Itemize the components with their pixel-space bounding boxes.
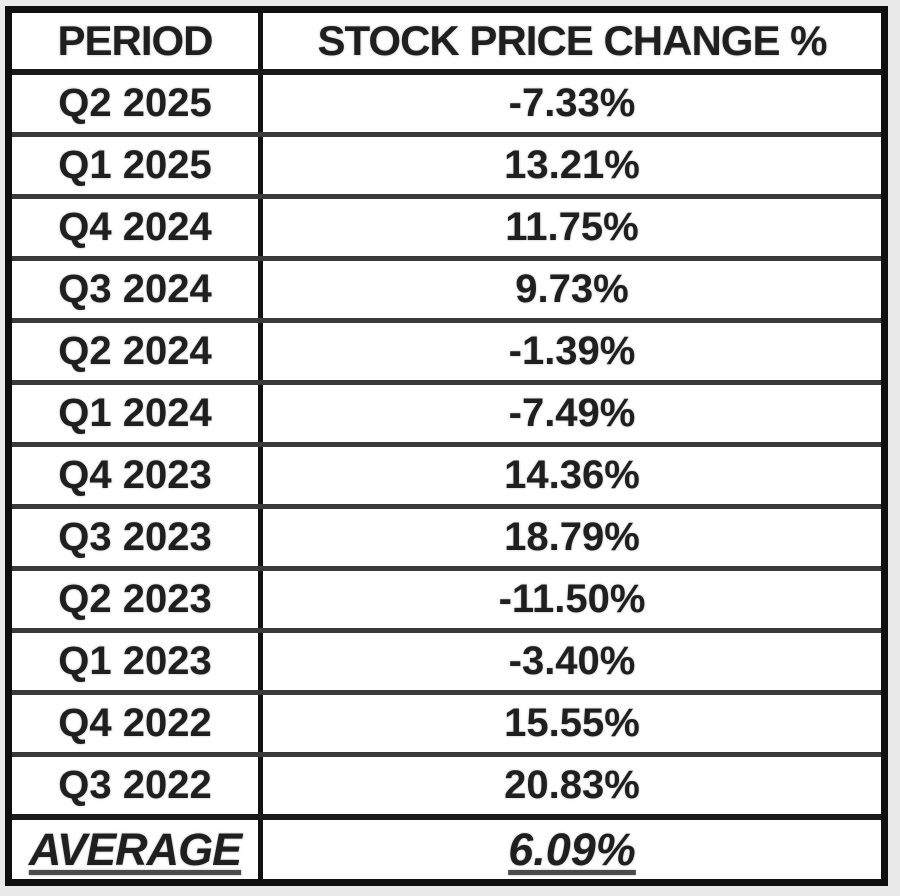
table-row: Q4 2024 11.75% [8, 194, 885, 261]
period-cell: Q2 2025 [8, 69, 263, 137]
change-cell: -7.33% [260, 69, 885, 137]
table-row: Q1 2024 -7.49% [8, 380, 885, 447]
change-cell: 13.21% [260, 132, 885, 199]
table-row: Q2 2023 -11.50% [8, 566, 885, 633]
average-row: AVERAGE 6.09% [8, 814, 885, 885]
period-cell: Q4 2023 [8, 442, 263, 509]
table-row: Q3 2024 9.73% [8, 256, 885, 323]
period-cell: Q4 2022 [8, 690, 263, 757]
period-cell: Q2 2023 [8, 566, 263, 633]
change-cell: -3.40% [260, 628, 885, 695]
average-label: AVERAGE [28, 823, 242, 875]
period-cell: Q4 2024 [8, 194, 263, 261]
period-cell: Q2 2024 [8, 318, 263, 385]
period-cell: Q3 2023 [8, 504, 263, 571]
average-value: 6.09% [508, 823, 636, 875]
period-cell: Q1 2024 [8, 380, 263, 447]
table-row: Q2 2024 -1.39% [8, 318, 885, 385]
period-cell: Q1 2025 [8, 132, 263, 199]
change-column-header: STOCK PRICE CHANGE % [260, 7, 885, 75]
header-row: PERIOD STOCK PRICE CHANGE % [8, 7, 885, 75]
period-column-header: PERIOD [8, 7, 263, 75]
average-value-cell: 6.09% [260, 814, 885, 885]
change-cell: 11.75% [260, 194, 885, 261]
change-cell: 14.36% [260, 442, 885, 509]
table-row: Q1 2025 13.21% [8, 132, 885, 199]
change-cell: 9.73% [260, 256, 885, 323]
change-cell: 15.55% [260, 690, 885, 757]
change-cell: 20.83% [260, 752, 885, 820]
stock-price-change-table: PERIOD STOCK PRICE CHANGE % Q2 2025 -7.3… [5, 6, 888, 886]
table-row: Q4 2022 15.55% [8, 690, 885, 757]
change-cell: -7.49% [260, 380, 885, 447]
table-header: PERIOD STOCK PRICE CHANGE % [8, 7, 885, 75]
period-cell: Q1 2023 [8, 628, 263, 695]
table-row: Q1 2023 -3.40% [8, 628, 885, 695]
period-cell: Q3 2022 [8, 752, 263, 820]
table-row: Q2 2025 -7.33% [8, 69, 885, 137]
table-row: Q3 2022 20.83% [8, 752, 885, 820]
table-row: Q4 2023 14.36% [8, 442, 885, 509]
table-footer: AVERAGE 6.09% [8, 814, 885, 885]
table-row: Q3 2023 18.79% [8, 504, 885, 571]
period-cell: Q3 2024 [8, 256, 263, 323]
table-body: Q2 2025 -7.33% Q1 2025 13.21% Q4 2024 11… [8, 69, 885, 820]
change-cell: 18.79% [260, 504, 885, 571]
change-cell: -1.39% [260, 318, 885, 385]
average-label-cell: AVERAGE [8, 814, 263, 885]
change-cell: -11.50% [260, 566, 885, 633]
